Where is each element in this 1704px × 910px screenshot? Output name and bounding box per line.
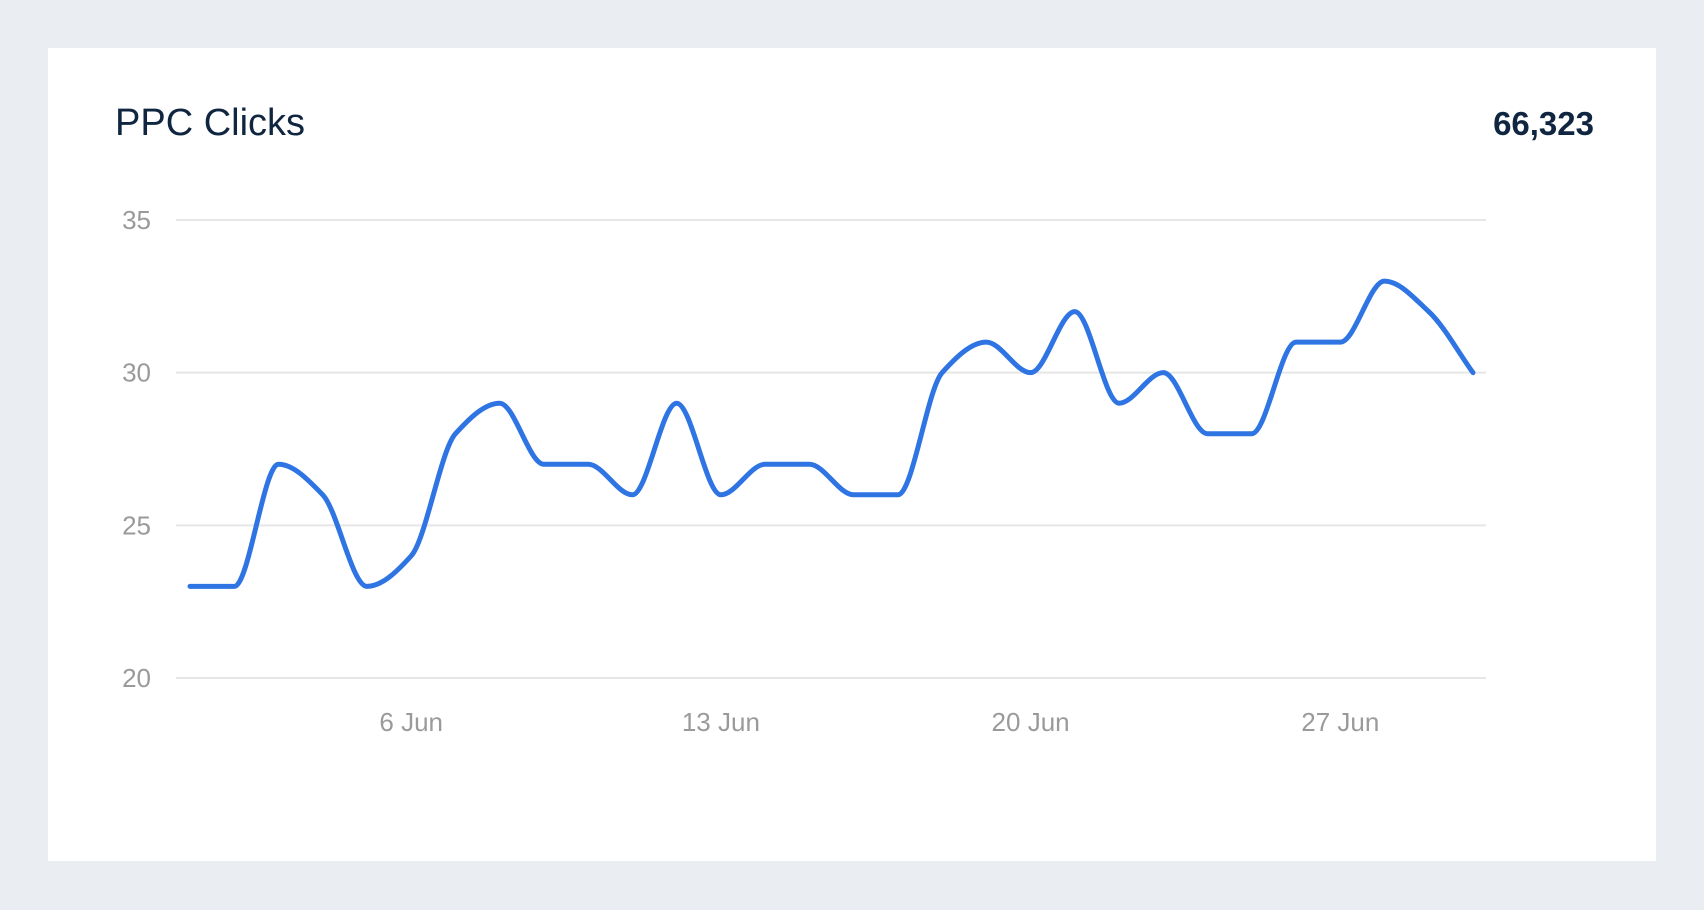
data-point[interactable] [272,458,284,470]
x-tick-label: 6 Jun [379,707,443,737]
grid-lines [176,219,1486,679]
y-tick-label: 35 [122,205,151,235]
data-point[interactable] [936,367,948,379]
data-point[interactable] [626,489,638,501]
data-point[interactable] [671,397,683,409]
y-tick-label: 30 [122,358,151,388]
data-point[interactable] [449,428,461,440]
data-points [184,275,1479,592]
y-tick-label: 20 [122,663,151,693]
total-value: 66,323 [1493,105,1594,142]
x-tick-label: 27 Jun [1301,707,1379,737]
data-point[interactable] [1379,275,1391,287]
data-point[interactable] [1157,367,1169,379]
chart-card: PPC Clicks 66,323 20 25 30 35 6 Jun 13 Jun 20… [48,48,1656,861]
y-axis-labels: 20 25 30 35 [122,205,151,693]
data-point[interactable] [1025,367,1037,379]
series-line [187,278,1476,589]
x-tick-label: 20 Jun [992,707,1070,737]
data-point[interactable] [494,397,506,409]
data-point[interactable] [538,458,550,470]
data-point[interactable] [1423,306,1435,318]
data-point[interactable] [803,458,815,470]
data-point[interactable] [980,336,992,348]
data-point[interactable] [361,580,373,592]
data-point[interactable] [1246,428,1258,440]
data-point[interactable] [759,458,771,470]
data-point[interactable] [715,489,727,501]
card-title: PPC Clicks [115,102,306,144]
series-layer [187,278,1476,589]
data-point[interactable] [1069,306,1081,318]
data-point[interactable] [1334,336,1346,348]
data-point[interactable] [1290,336,1302,348]
x-tick-label: 13 Jun [682,707,760,737]
data-point[interactable] [848,489,860,501]
data-point[interactable] [1202,428,1214,440]
data-point[interactable] [1113,397,1125,409]
data-point[interactable] [184,580,196,592]
data-point[interactable] [317,489,329,501]
data-point[interactable] [582,458,594,470]
x-axis-labels: 6 Jun 13 Jun 20 Jun 27 Jun [379,707,1379,737]
line-chart: 20 25 30 35 6 Jun 13 Jun 20 Jun 27 Jun [122,205,1486,737]
data-point[interactable] [228,580,240,592]
y-tick-label: 25 [122,510,151,540]
data-point[interactable] [405,550,417,562]
data-point[interactable] [892,489,904,501]
data-point[interactable] [1467,367,1479,379]
